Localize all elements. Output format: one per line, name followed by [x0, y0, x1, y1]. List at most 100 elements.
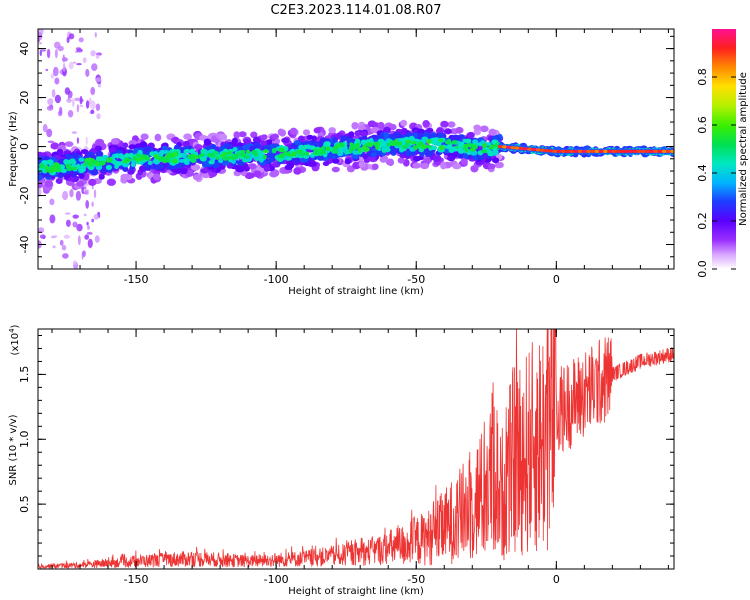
- spectrogram-band-core: [661, 149, 667, 153]
- spectrogram-speckle: [39, 49, 42, 57]
- spectrogram-blob: [240, 152, 246, 158]
- spectrogram-blob: [422, 120, 430, 128]
- spectrogram-speckle: [94, 32, 97, 38]
- spectrogram-blob: [75, 163, 81, 170]
- spectrogram-blob: [210, 144, 217, 151]
- spectrogram-blob: [420, 162, 430, 170]
- x-tick-label: 0: [553, 573, 560, 586]
- spectrogram-blob: [467, 131, 475, 139]
- spectrogram-blob: [448, 147, 455, 153]
- spectrogram-speckle: [93, 189, 97, 199]
- spectrogram-blob: [321, 145, 325, 151]
- spectrogram-blob: [323, 141, 331, 147]
- spectrogram-blob: [263, 165, 271, 172]
- spectrogram-speckle: [68, 33, 75, 40]
- spectrogram-speckle: [40, 49, 47, 52]
- spectrogram-blob: [452, 163, 462, 170]
- spectrogram-band-core: [653, 149, 659, 153]
- y-tick-label: 0.5: [18, 495, 31, 513]
- spectrogram-blob: [358, 161, 366, 168]
- spectrogram-blob: [182, 153, 187, 159]
- spectrogram-blob: [446, 139, 452, 144]
- spectrogram-blob: [57, 149, 64, 157]
- spectrogram-speckle: [95, 77, 102, 83]
- spectrogram-blob: [412, 155, 421, 162]
- spectrogram-speckle: [94, 235, 100, 243]
- spectrogram-speckle: [54, 41, 61, 49]
- spectrogram-band-core: [594, 149, 600, 153]
- spectrogram-blob: [99, 160, 106, 166]
- spectrogram-blob: [135, 153, 141, 158]
- spectrogram-band-core: [649, 149, 654, 153]
- spectrogram-speckle: [62, 253, 69, 259]
- spectrogram-blob: [440, 120, 449, 128]
- spectrogram-blob: [423, 157, 432, 164]
- spectrogram-blob: [171, 152, 178, 157]
- spectrogram-blob: [281, 137, 290, 144]
- spectrogram-speckle: [54, 48, 58, 59]
- spectrogram-blob: [440, 161, 447, 170]
- spectrogram-speckle: [39, 234, 46, 239]
- spectrogram-speckle: [52, 245, 56, 249]
- spectrogram-blob: [481, 149, 488, 154]
- spectrogram-band-core: [518, 146, 524, 150]
- spectrogram-blob: [64, 141, 74, 148]
- spectrogram-blob: [105, 157, 111, 163]
- spectrogram-blob: [250, 131, 258, 139]
- spectrogram-blob: [140, 133, 149, 140]
- spectrogram-blob: [259, 156, 264, 163]
- spectrogram-speckle: [81, 186, 84, 194]
- spectrogram-blob: [183, 133, 192, 140]
- spectrogram-blob: [251, 150, 258, 155]
- spectrogram-blob: [70, 159, 76, 164]
- spectrogram-blob: [279, 129, 286, 137]
- spectrogram-speckle: [95, 54, 100, 59]
- spectrogram-band-core: [670, 149, 674, 153]
- spectrogram-x-label: Height of straight line (km): [288, 286, 424, 297]
- spectrogram-blob: [351, 146, 356, 150]
- x-tick-label: -100: [264, 273, 289, 286]
- spectrogram-blob: [95, 150, 104, 158]
- spectrogram-blob: [451, 140, 458, 145]
- spectrogram-blob: [328, 127, 337, 134]
- spectrogram-blob: [492, 157, 500, 164]
- spectrogram-blob: [452, 135, 461, 141]
- spectrogram-speckle: [96, 113, 101, 120]
- spectrogram-speckle: [51, 235, 58, 238]
- spectrogram-blob: [278, 147, 285, 153]
- spectrogram-speckle: [79, 104, 84, 108]
- spectrogram-band-core: [502, 145, 507, 149]
- spectrogram-speckle: [85, 136, 88, 146]
- spectrogram-blob: [302, 129, 311, 136]
- spectrogram-blob: [377, 121, 385, 129]
- spectrogram-band-core: [565, 149, 570, 153]
- spectrogram-speckle: [91, 201, 94, 207]
- colorbar-tick-label: 0.8: [696, 68, 709, 86]
- spectrogram-speckle: [87, 238, 93, 248]
- spectrogram-speckle: [67, 110, 74, 118]
- spectrogram-blob: [304, 151, 310, 156]
- spectrogram-speckle: [75, 190, 81, 201]
- spectrogram-blob: [247, 163, 257, 170]
- spectrogram-speckle: [42, 124, 48, 133]
- spectrogram-blob: [287, 162, 295, 169]
- spectrogram-blob: [455, 126, 464, 134]
- y-tick-label: -40: [18, 236, 31, 254]
- colorbar-axis: 0.0 0.2 0.4 0.6 0.8: [696, 68, 736, 278]
- spectrogram-blob: [443, 128, 453, 135]
- spectrogram-band-core: [523, 147, 528, 151]
- spectrogram-blob: [76, 180, 85, 187]
- spectrogram-blob: [405, 142, 410, 148]
- spectrogram-band-core: [645, 149, 650, 153]
- spectrogram-blob: [457, 148, 465, 154]
- spectrogram-blob: [227, 151, 233, 155]
- spectrogram-blob: [401, 127, 408, 134]
- spectrogram-blob: [111, 138, 119, 145]
- spectrogram-blob: [60, 168, 67, 173]
- spectrogram-blob: [287, 153, 293, 157]
- spectrogram-blob: [263, 144, 271, 151]
- spectrogram-blob: [411, 140, 417, 145]
- spectrogram-speckle: [38, 187, 42, 197]
- spectrogram-axes: -150 -100 -50 0 -40 -20 0 20 40: [18, 29, 674, 286]
- spectrogram-blob: [416, 128, 426, 135]
